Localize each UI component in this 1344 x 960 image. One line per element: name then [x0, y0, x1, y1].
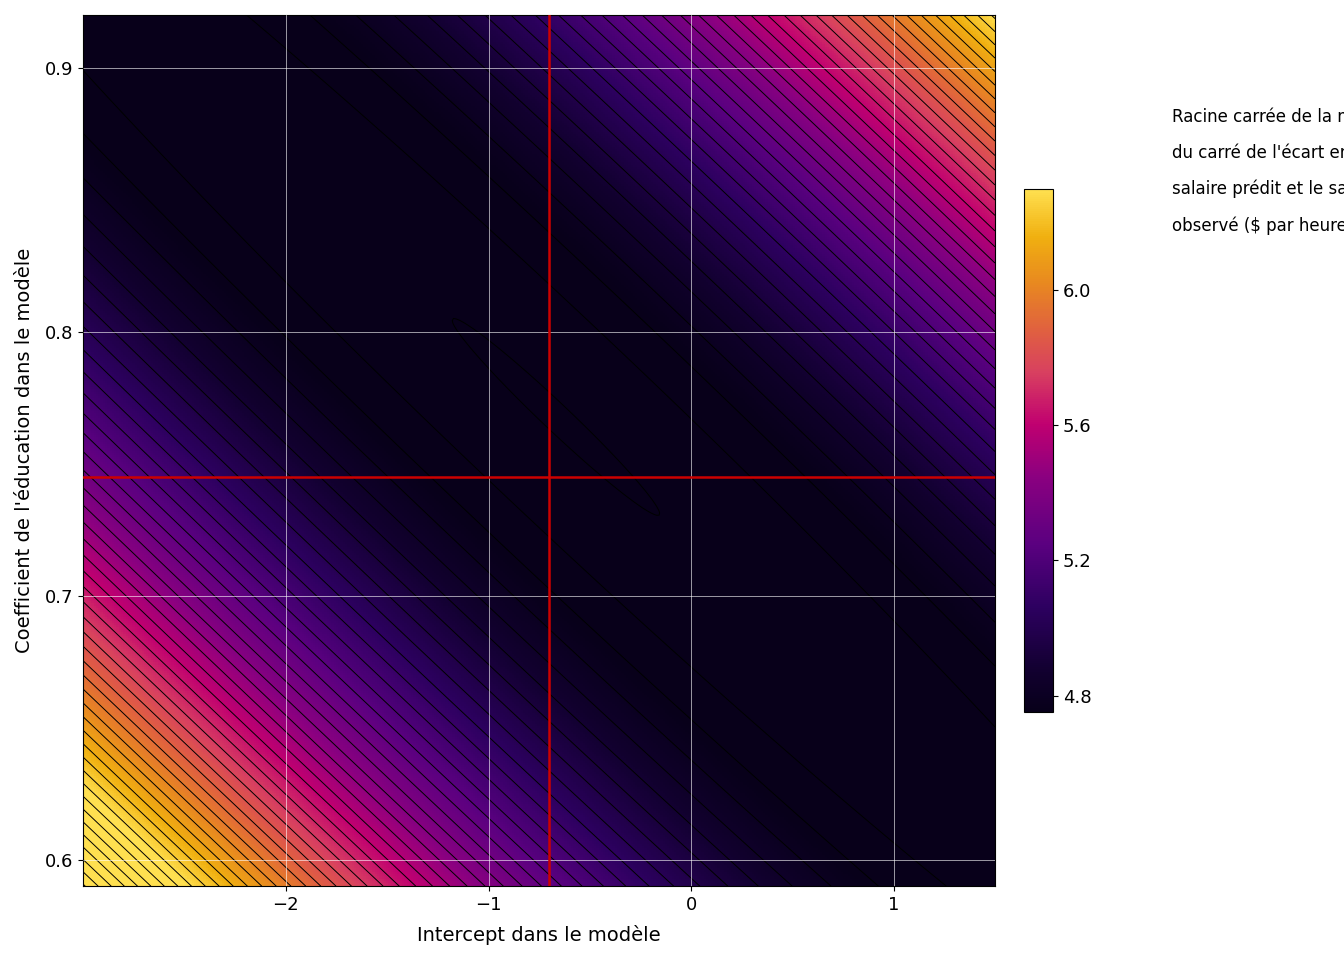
Y-axis label: Coefficient de l'éducation dans le modèle: Coefficient de l'éducation dans le modèl…: [15, 248, 34, 653]
X-axis label: Intercept dans le modèle: Intercept dans le modèle: [418, 925, 661, 945]
Text: Racine carrée de la moyenne: Racine carrée de la moyenne: [1172, 107, 1344, 126]
Text: observé ($ par heure): observé ($ par heure): [1172, 216, 1344, 235]
Text: du carré de l'écart entre le: du carré de l'écart entre le: [1172, 144, 1344, 162]
Text: salaire prédit et le salaire: salaire prédit et le salaire: [1172, 180, 1344, 199]
